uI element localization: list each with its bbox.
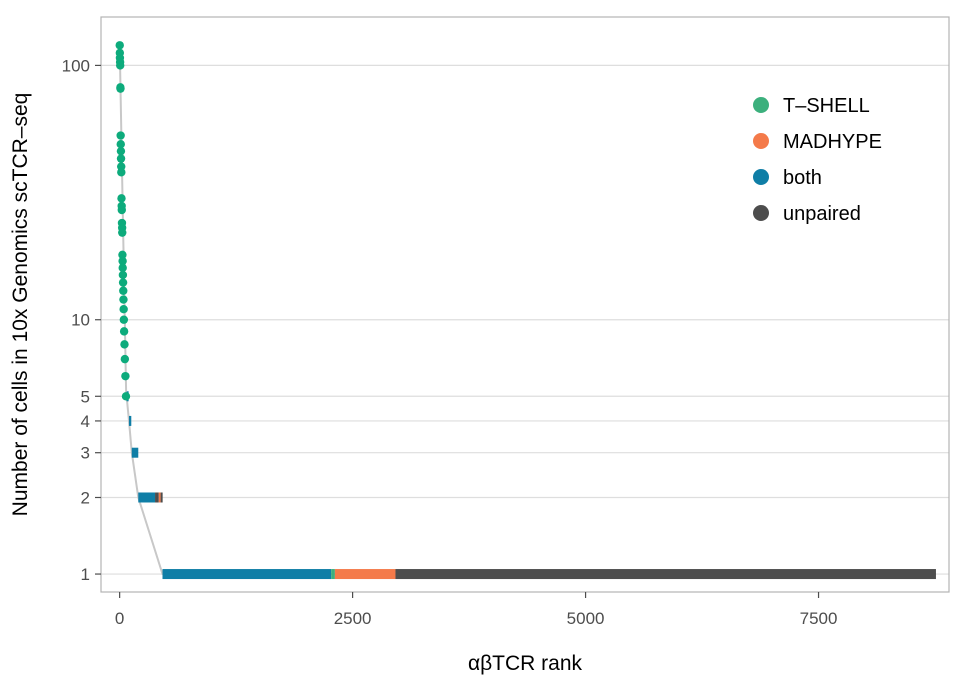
data-point bbox=[118, 270, 128, 280]
data-point bbox=[117, 205, 126, 215]
y-axis-title: Number of cells in 10x Genomics scTCR–se… bbox=[9, 93, 32, 517]
data-point bbox=[118, 250, 127, 260]
y-tick-label: 1 bbox=[81, 565, 90, 584]
data-point bbox=[116, 139, 125, 149]
data-point bbox=[121, 371, 130, 381]
x-tick-label: 0 bbox=[115, 609, 124, 628]
data-point bbox=[119, 295, 128, 304]
data-point bbox=[121, 392, 131, 401]
x-tick-label: 5000 bbox=[567, 609, 605, 628]
x-tick-label: 7500 bbox=[800, 609, 838, 628]
data-point bbox=[116, 84, 125, 93]
legend: T–SHELL MADHYPE both unpaired bbox=[753, 95, 882, 225]
y-axis-ticks: 1 2 3 4 5 10 100 bbox=[62, 56, 101, 584]
y-tick-label: 10 bbox=[71, 311, 90, 330]
data-point bbox=[119, 286, 128, 295]
data-point bbox=[118, 228, 127, 237]
data-point bbox=[115, 41, 124, 50]
data-segment bbox=[128, 415, 132, 426]
x-tick-label: 2500 bbox=[334, 609, 372, 628]
y-tick-label: 2 bbox=[81, 488, 90, 507]
legend-key bbox=[753, 205, 769, 221]
data-point bbox=[115, 61, 125, 70]
data-point bbox=[119, 327, 129, 336]
data-point bbox=[118, 278, 128, 287]
data-segment bbox=[331, 569, 335, 580]
data-segments bbox=[126, 391, 936, 580]
data-segment bbox=[395, 569, 936, 580]
data-point bbox=[119, 315, 129, 324]
data-point bbox=[120, 354, 130, 364]
x-axis-title: αβTCR rank bbox=[468, 652, 583, 675]
data-point bbox=[118, 256, 127, 266]
data-point bbox=[118, 263, 127, 273]
legend-label: both bbox=[783, 167, 822, 189]
data-points bbox=[115, 41, 131, 401]
legend-label: T–SHELL bbox=[783, 95, 870, 117]
legend-key bbox=[753, 97, 769, 113]
y-tick-label: 5 bbox=[81, 387, 90, 406]
data-point bbox=[117, 194, 126, 203]
data-segment bbox=[160, 492, 163, 503]
legend-label: unpaired bbox=[783, 203, 861, 225]
data-segment bbox=[138, 492, 156, 503]
y-tick-label: 3 bbox=[81, 444, 90, 463]
data-segment bbox=[162, 569, 332, 580]
data-point bbox=[116, 154, 126, 163]
data-point bbox=[116, 131, 125, 140]
x-axis-ticks: 0 2500 5000 7500 bbox=[115, 592, 838, 628]
data-point bbox=[117, 168, 126, 177]
legend-label: MADHYPE bbox=[783, 131, 882, 153]
data-point bbox=[119, 305, 128, 314]
gridlines bbox=[101, 64, 949, 575]
plot-frame bbox=[100, 16, 950, 593]
y-tick-label: 4 bbox=[81, 412, 90, 431]
data-segment bbox=[155, 492, 159, 503]
y-tick-label: 100 bbox=[62, 56, 90, 75]
data-point bbox=[120, 340, 129, 349]
data-point bbox=[116, 146, 126, 156]
data-segment bbox=[334, 569, 396, 580]
data-segment bbox=[131, 447, 139, 458]
legend-key bbox=[753, 133, 769, 149]
step-line-path bbox=[118, 45, 936, 575]
legend-key bbox=[753, 169, 769, 185]
step-line bbox=[118, 45, 936, 575]
data-segment bbox=[158, 492, 161, 503]
